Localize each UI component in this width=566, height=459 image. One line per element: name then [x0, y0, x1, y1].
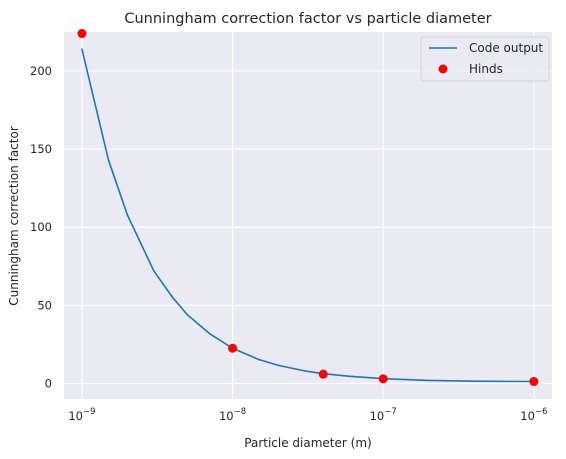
line-segment — [186, 313, 211, 335]
x-tick-exponent: −8 — [234, 407, 247, 417]
line-segment — [231, 347, 260, 361]
x-tick-label: 10−9 — [68, 407, 95, 423]
y-tick-label: 0 — [45, 376, 52, 390]
data-point — [228, 343, 238, 353]
legend-label: Code output — [469, 41, 543, 55]
data-point — [529, 377, 539, 387]
line-segment — [107, 159, 129, 216]
series-line-code-output — [81, 48, 535, 383]
x-tick-exponent: −9 — [83, 407, 96, 417]
x-tick-label: 10−8 — [219, 407, 246, 423]
x-tick-exponent: −7 — [384, 407, 397, 417]
chart-title: Cunningham correction factor vs particle… — [124, 11, 491, 27]
x-tick-base: 10 — [68, 409, 83, 423]
y-tick-label: 150 — [30, 142, 52, 156]
series-points-hinds — [77, 29, 539, 387]
line-segment — [348, 375, 385, 380]
x-tick-label: 10−6 — [520, 407, 547, 423]
x-tick-label: 10−7 — [370, 407, 397, 423]
x-tick-base: 10 — [370, 409, 385, 423]
plot-area — [64, 32, 552, 399]
line-segment — [427, 379, 475, 382]
line-segment — [208, 332, 234, 350]
legend-swatch-marker — [438, 64, 448, 74]
line-segment — [153, 270, 174, 299]
data-point — [318, 369, 328, 379]
x-tick-exponent: −6 — [535, 407, 548, 417]
line-segment — [258, 358, 279, 367]
line-segment — [171, 296, 189, 316]
y-tick-label: 200 — [30, 64, 52, 78]
legend-label: Hinds — [469, 62, 503, 76]
x-tick-base: 10 — [520, 409, 535, 423]
line-segment — [81, 48, 110, 161]
line-segment — [277, 364, 306, 372]
legend: Code output Hinds — [420, 36, 550, 82]
data-point — [378, 374, 388, 384]
y-axis-label: Cunningham correction factor — [7, 126, 21, 306]
line-segment — [382, 377, 430, 382]
data-point — [77, 29, 87, 39]
y-tick-label: 100 — [30, 220, 52, 234]
line-segment — [126, 213, 155, 272]
x-axis-label: Particle diameter (m) — [244, 436, 371, 450]
x-tick-base: 10 — [219, 409, 234, 423]
y-tick-label: 50 — [37, 298, 52, 312]
